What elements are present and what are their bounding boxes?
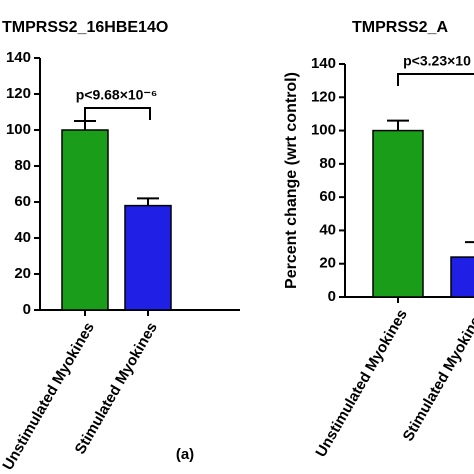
y-tick-label: 80: [319, 155, 336, 172]
bar: [450, 256, 474, 298]
chart-title: TMPRSS2_16HBE14O: [2, 19, 168, 36]
y-tick-label: 100: [311, 122, 336, 139]
y-tick-label: 60: [14, 193, 31, 210]
y-tick-label: 40: [14, 229, 31, 246]
y-tick-label: 120: [311, 88, 336, 105]
significance-label: p<3.23×10: [403, 53, 471, 69]
significance-label: p<9.68×10⁻⁶: [76, 87, 158, 103]
y-tick-label: 100: [6, 121, 31, 138]
x-tick-label: Unstimulated Myokines: [312, 306, 410, 460]
y-tick-label: 80: [14, 157, 31, 174]
caption: (a): [176, 446, 194, 463]
y-tick-label: 20: [319, 255, 336, 272]
chart-title: TMPRSS2_A: [352, 19, 448, 36]
error-bar: [387, 119, 409, 131]
bar: [124, 204, 172, 311]
significance-bracket: [397, 73, 474, 86]
y-tick-label: 0: [23, 301, 31, 318]
y-tick-label: 120: [6, 85, 31, 102]
y-tick-label: 140: [311, 55, 336, 72]
bar: [61, 129, 109, 311]
error-bar: [465, 241, 474, 244]
error-bar: [74, 120, 96, 130]
y-tick-label: 0: [328, 288, 336, 305]
y-tick-label: 20: [14, 265, 31, 282]
y-tick-label: 60: [319, 188, 336, 205]
bar: [372, 129, 424, 298]
significance-bracket: [84, 107, 151, 120]
y-tick-label: 40: [319, 221, 336, 238]
x-tick-label: Stimulated Myokines: [400, 306, 474, 444]
y-axis-label: Percent change (wrt control): [283, 72, 300, 289]
y-tick-label: 140: [6, 49, 31, 66]
error-bar: [137, 197, 159, 206]
